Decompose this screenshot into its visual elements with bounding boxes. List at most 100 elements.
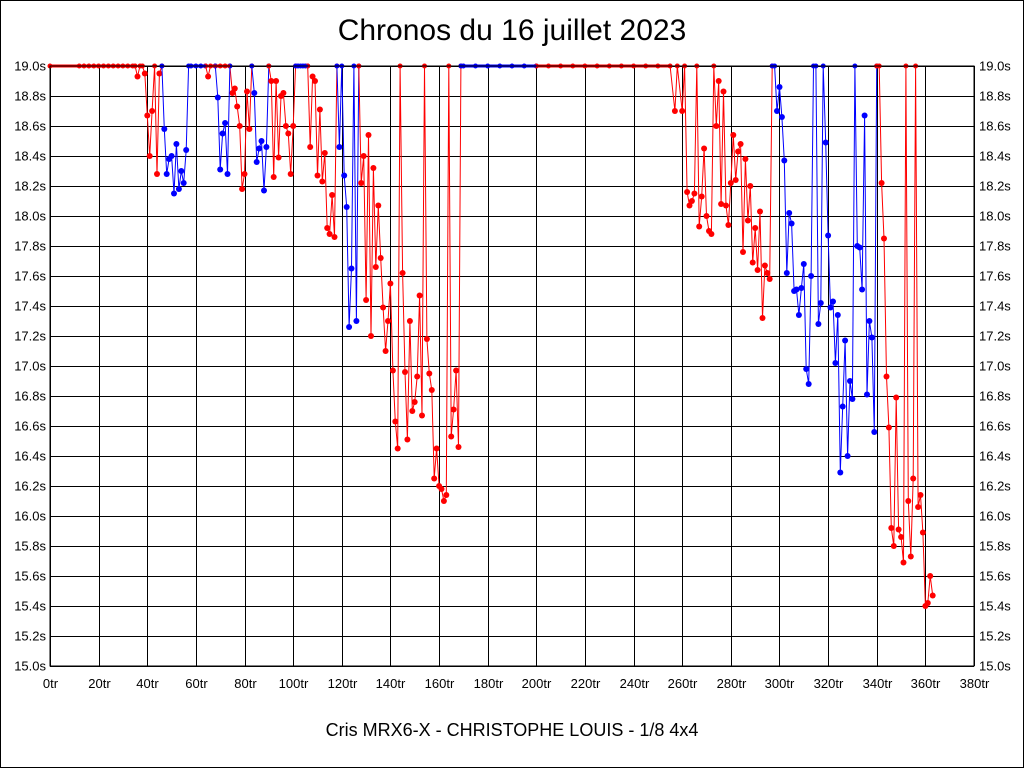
- data-point: [183, 147, 190, 153]
- data-point: [883, 373, 890, 380]
- data-point: [837, 469, 844, 476]
- x-tick-label: 380tr: [960, 676, 990, 691]
- data-point: [358, 180, 365, 186]
- data-point: [236, 123, 243, 129]
- chart-caption: Cris MRX6-X - CHRISTOPHE LOUIS - 1/8 4x4: [325, 720, 699, 740]
- data-point: [795, 312, 802, 318]
- data-point: [783, 270, 790, 276]
- data-point: [761, 262, 768, 269]
- y-tick-label-right: 15.0s: [979, 659, 1011, 674]
- data-point: [385, 318, 391, 324]
- data-point: [404, 436, 411, 443]
- data-point: [859, 286, 866, 293]
- data-point: [915, 504, 922, 510]
- data-point: [832, 360, 839, 366]
- data-point: [244, 88, 250, 95]
- data-point: [742, 156, 749, 162]
- y-tick-label-left: 15.0s: [14, 659, 46, 674]
- series-red-5: [356, 63, 464, 504]
- data-point: [275, 154, 282, 161]
- data-point: [900, 559, 907, 566]
- data-point: [839, 403, 846, 410]
- data-point: [314, 172, 321, 179]
- data-point: [321, 150, 328, 156]
- series-red-1: [47, 63, 165, 177]
- data-point: [924, 600, 931, 606]
- data-point: [890, 543, 897, 549]
- data-point: [428, 387, 435, 393]
- x-tick-label: 100tr: [279, 676, 309, 691]
- series-line: [251, 65, 270, 191]
- x-tick-label: 180tr: [474, 676, 504, 691]
- data-point: [253, 159, 260, 165]
- data-point: [411, 399, 418, 405]
- y-tick-label-left: 17.2s: [14, 329, 46, 344]
- data-point: [827, 304, 834, 311]
- y-tick-label-left: 15.8s: [14, 539, 46, 554]
- data-point: [180, 180, 187, 186]
- data-point: [370, 165, 377, 171]
- grid-layer: [50, 66, 975, 667]
- series-blue-5: [334, 63, 362, 330]
- data-point: [781, 157, 788, 164]
- data-point: [438, 486, 445, 492]
- data-point: [307, 144, 314, 150]
- data-point: [270, 174, 277, 180]
- series-line: [536, 65, 773, 319]
- data-point: [881, 235, 887, 242]
- data-point: [740, 249, 746, 255]
- data-point: [353, 318, 360, 324]
- y-tick-label-right: 18.8s: [979, 89, 1011, 104]
- chart-title: Chronos du 16 juillet 2023: [337, 14, 687, 47]
- y-tick-label-right: 16.8s: [979, 389, 1011, 404]
- data-point: [178, 168, 185, 174]
- data-point: [141, 70, 148, 77]
- data-point: [239, 186, 246, 192]
- data-point: [861, 112, 868, 119]
- data-point: [377, 255, 384, 261]
- data-point: [866, 318, 873, 324]
- data-point: [365, 132, 372, 138]
- data-point: [450, 406, 457, 413]
- data-point: [919, 529, 926, 536]
- data-point: [231, 85, 238, 92]
- data-point: [280, 90, 287, 96]
- data-point: [217, 166, 224, 173]
- data-point: [730, 132, 737, 138]
- y-tick-label-left: 16.4s: [14, 449, 46, 464]
- data-point: [341, 172, 348, 179]
- data-point: [878, 180, 885, 186]
- data-point: [764, 270, 771, 276]
- data-point: [786, 210, 793, 216]
- data-point: [679, 108, 686, 114]
- data-point: [219, 130, 226, 137]
- data-point: [776, 84, 783, 90]
- data-point: [885, 424, 892, 431]
- data-point: [815, 321, 822, 327]
- data-point: [263, 144, 270, 150]
- data-point: [808, 273, 815, 279]
- data-point: [154, 171, 160, 177]
- data-point: [290, 123, 297, 129]
- x-tick-label: 260tr: [668, 676, 698, 691]
- data-point: [747, 183, 754, 189]
- data-point: [324, 225, 331, 231]
- data-point: [671, 108, 678, 114]
- plot-border: [49, 65, 975, 667]
- data-point: [701, 145, 708, 152]
- data-point: [723, 202, 729, 209]
- y-tick-label-right: 15.8s: [979, 539, 1011, 554]
- y-tick-label-right: 16.6s: [979, 419, 1011, 434]
- data-point: [389, 367, 396, 374]
- data-point: [825, 232, 832, 239]
- x-tick-label: 280tr: [717, 676, 747, 691]
- data-point: [234, 103, 241, 110]
- data-point: [409, 408, 416, 414]
- data-point: [725, 222, 732, 228]
- data-point: [214, 94, 221, 101]
- data-point: [168, 153, 175, 159]
- y-tick-label-right: 18.4s: [979, 149, 1011, 164]
- data-point: [319, 178, 326, 185]
- y-tick-label-right: 15.4s: [979, 599, 1011, 614]
- data-point: [798, 285, 805, 291]
